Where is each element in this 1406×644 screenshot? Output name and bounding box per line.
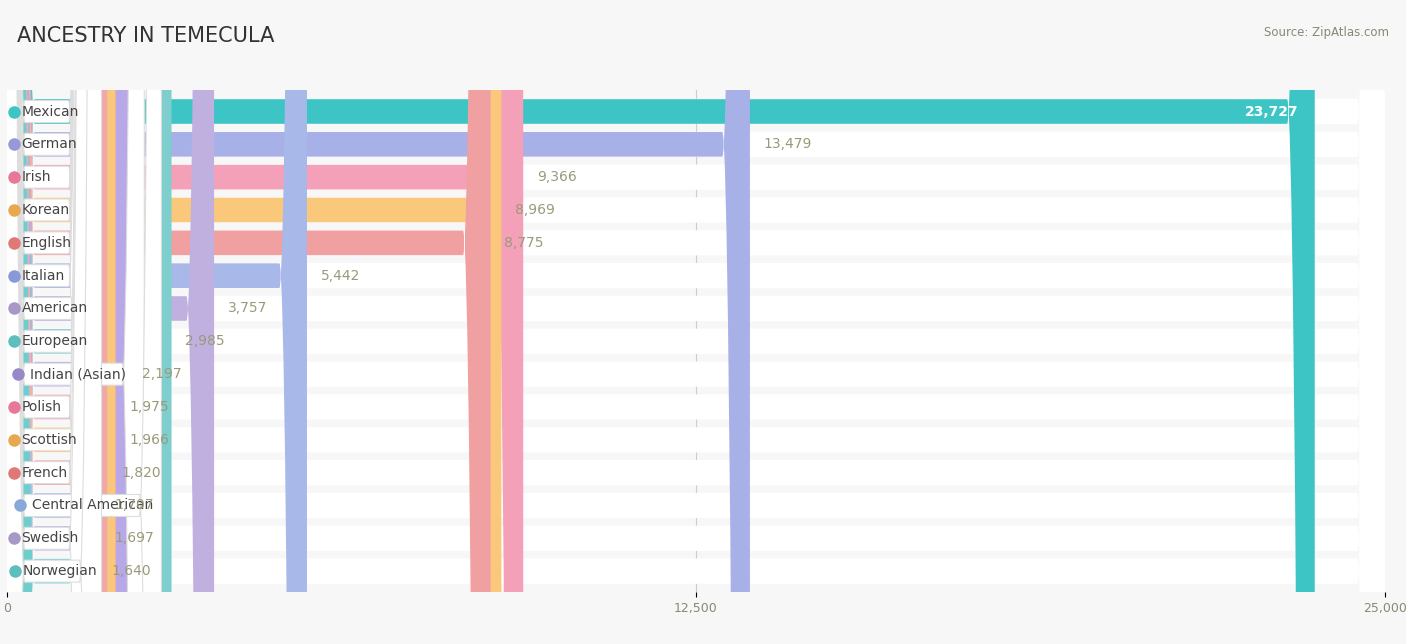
FancyBboxPatch shape [3, 0, 93, 644]
FancyBboxPatch shape [7, 0, 491, 644]
Text: 2,197: 2,197 [142, 367, 181, 381]
Text: Irish: Irish [21, 170, 51, 184]
Text: 1,707: 1,707 [115, 498, 155, 513]
FancyBboxPatch shape [7, 0, 115, 644]
FancyBboxPatch shape [7, 0, 1385, 644]
Text: American: American [21, 301, 87, 316]
FancyBboxPatch shape [3, 0, 91, 644]
Text: English: English [21, 236, 72, 250]
FancyBboxPatch shape [7, 0, 107, 644]
Text: ANCESTRY IN TEMECULA: ANCESTRY IN TEMECULA [17, 26, 274, 46]
FancyBboxPatch shape [7, 0, 1385, 644]
FancyBboxPatch shape [3, 0, 101, 644]
Text: 2,985: 2,985 [186, 334, 225, 348]
FancyBboxPatch shape [7, 0, 101, 644]
Text: Polish: Polish [21, 400, 60, 414]
FancyBboxPatch shape [7, 0, 128, 644]
Text: Source: ZipAtlas.com: Source: ZipAtlas.com [1264, 26, 1389, 39]
Text: Swedish: Swedish [21, 531, 79, 545]
FancyBboxPatch shape [3, 0, 162, 644]
FancyBboxPatch shape [7, 0, 1385, 644]
FancyBboxPatch shape [7, 0, 1385, 644]
FancyBboxPatch shape [7, 0, 101, 644]
FancyBboxPatch shape [7, 0, 172, 644]
Text: 1,697: 1,697 [114, 531, 155, 545]
FancyBboxPatch shape [7, 0, 1385, 644]
FancyBboxPatch shape [7, 0, 1385, 644]
Text: 1,966: 1,966 [129, 433, 169, 447]
Text: European: European [21, 334, 87, 348]
FancyBboxPatch shape [7, 0, 1385, 644]
Text: 3,757: 3,757 [228, 301, 267, 316]
FancyBboxPatch shape [3, 0, 91, 644]
FancyBboxPatch shape [3, 0, 91, 644]
Text: 1,975: 1,975 [129, 400, 169, 414]
Text: 23,727: 23,727 [1244, 104, 1298, 118]
FancyBboxPatch shape [7, 0, 1385, 644]
FancyBboxPatch shape [3, 0, 91, 644]
FancyBboxPatch shape [7, 0, 749, 644]
FancyBboxPatch shape [3, 0, 145, 644]
Text: 8,775: 8,775 [505, 236, 544, 250]
FancyBboxPatch shape [7, 0, 1385, 644]
FancyBboxPatch shape [7, 0, 97, 644]
FancyBboxPatch shape [3, 0, 91, 644]
FancyBboxPatch shape [7, 0, 115, 644]
FancyBboxPatch shape [7, 0, 307, 644]
FancyBboxPatch shape [7, 0, 214, 644]
Text: Scottish: Scottish [21, 433, 77, 447]
FancyBboxPatch shape [7, 0, 1385, 644]
FancyBboxPatch shape [7, 0, 1385, 644]
FancyBboxPatch shape [3, 0, 91, 644]
FancyBboxPatch shape [3, 0, 91, 644]
FancyBboxPatch shape [7, 0, 1385, 644]
FancyBboxPatch shape [7, 0, 523, 644]
Text: Italian: Italian [21, 269, 65, 283]
Text: German: German [21, 137, 77, 151]
Text: 1,640: 1,640 [111, 564, 150, 578]
Text: 8,969: 8,969 [515, 203, 555, 217]
Text: Indian (Asian): Indian (Asian) [30, 367, 125, 381]
FancyBboxPatch shape [7, 0, 1385, 644]
FancyBboxPatch shape [3, 0, 93, 644]
Text: 1,820: 1,820 [121, 466, 160, 480]
FancyBboxPatch shape [7, 0, 1315, 644]
Text: 9,366: 9,366 [537, 170, 576, 184]
Text: Central American: Central American [32, 498, 153, 513]
FancyBboxPatch shape [7, 0, 1385, 644]
Text: Norwegian: Norwegian [22, 564, 97, 578]
Text: 5,442: 5,442 [321, 269, 360, 283]
Text: Korean: Korean [21, 203, 69, 217]
FancyBboxPatch shape [7, 0, 1385, 644]
FancyBboxPatch shape [7, 0, 502, 644]
FancyBboxPatch shape [3, 0, 91, 644]
FancyBboxPatch shape [3, 0, 91, 644]
Text: 13,479: 13,479 [763, 137, 813, 151]
Text: Mexican: Mexican [21, 104, 79, 118]
FancyBboxPatch shape [3, 0, 93, 644]
Text: French: French [21, 466, 67, 480]
